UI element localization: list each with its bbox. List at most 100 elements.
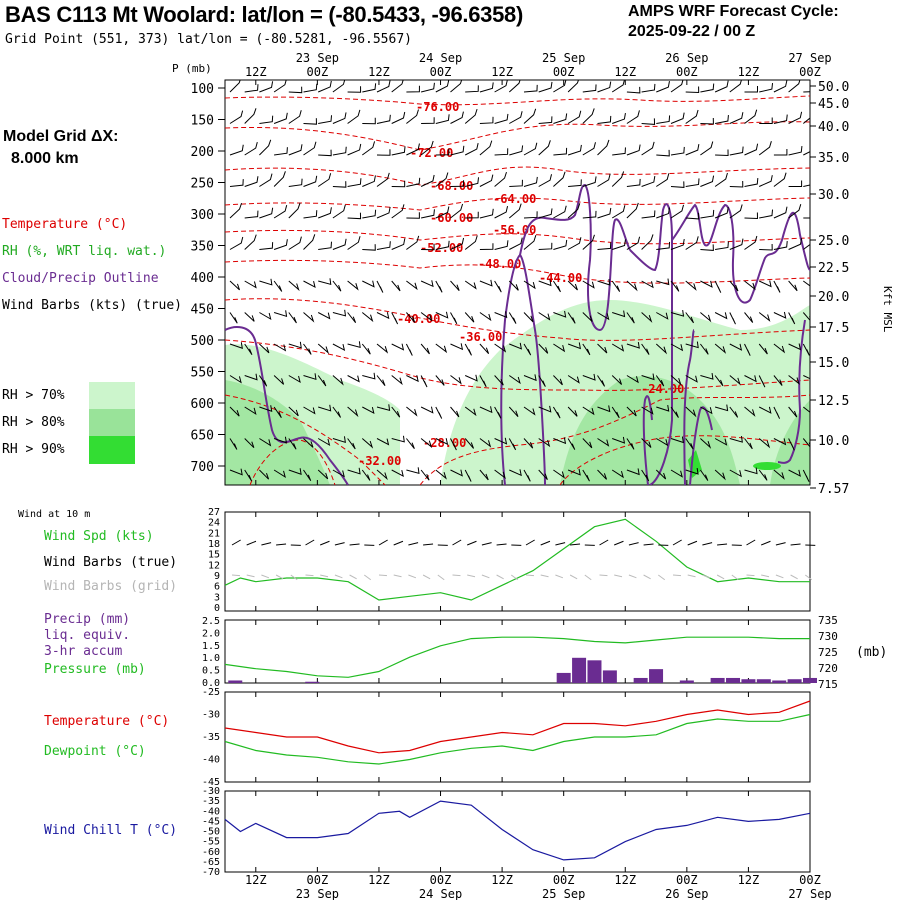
bottom-day-label: 23 Sep [296, 887, 339, 900]
wind-barb [288, 438, 297, 450]
wind-barb [464, 235, 478, 250]
wind-barb [479, 438, 492, 448]
wind-barb-true [393, 540, 404, 546]
wind-barb [229, 144, 244, 156]
wind-barb [699, 469, 709, 481]
contour-label: -32.00 [358, 454, 401, 468]
wind-barb [626, 202, 639, 219]
wind-barb [259, 469, 270, 480]
wind-barb [626, 178, 641, 187]
wind-barb [670, 204, 685, 219]
wind-barb-grid [761, 574, 770, 578]
wind-barb [494, 113, 509, 124]
wind-barb [567, 375, 580, 384]
wind-speed-tick: 3 [214, 592, 220, 603]
wind-barb [597, 207, 612, 219]
wind-barb [758, 343, 768, 355]
wind-barb-grid [481, 574, 490, 579]
wind-barb [420, 140, 434, 156]
wind-barb [347, 406, 359, 418]
wind-barb [582, 142, 596, 156]
precip-tick: 1.5 [202, 641, 220, 652]
wind-barb [670, 280, 680, 292]
wind-barb [435, 280, 443, 293]
wind-barb [229, 468, 243, 476]
wind-barb [288, 375, 301, 384]
wind-barb [391, 343, 405, 351]
wind-barb [538, 140, 551, 156]
wind-barb [273, 310, 288, 318]
wind-barb [347, 86, 362, 93]
bottom-hour-label: 12Z [491, 873, 513, 887]
wind-barb [582, 343, 591, 356]
wind-barb [362, 209, 377, 219]
wind-barb [259, 139, 272, 156]
wind-barb [538, 312, 551, 321]
wind-barb [538, 343, 549, 354]
wind-barb [405, 343, 413, 356]
kft-tick-label: 50.0 [818, 80, 849, 95]
wind-barb [758, 406, 772, 414]
wind-barb [509, 179, 523, 187]
wind-barb [317, 312, 331, 320]
wind-barb [641, 210, 656, 219]
wind-barb [611, 406, 620, 419]
top-day-label: 25 Sep [542, 51, 585, 65]
wind-barb [773, 149, 788, 156]
wind-barb [597, 312, 610, 321]
wind-barb [273, 204, 288, 219]
legend-rh80: RH > 80% [2, 415, 65, 430]
precip-tick: 0.5 [202, 666, 220, 677]
wind-barb [450, 280, 460, 291]
wind-chill-line [224, 800, 811, 861]
wind-barb [714, 375, 724, 387]
wind-barb [347, 312, 357, 324]
wind-barb [803, 280, 810, 287]
precip-bar [572, 657, 587, 683]
wind-barb [715, 114, 729, 124]
wind-barb [406, 375, 419, 383]
kft-tick-label: 7.57 [818, 482, 849, 497]
wind-barb [332, 375, 344, 386]
pressure-axis-title: P (mb) [172, 62, 212, 75]
wind-barb [567, 110, 582, 124]
wind-barb [655, 343, 668, 355]
wind-barb [420, 438, 433, 449]
wind-barb [229, 202, 243, 219]
top-hour-label: 00Z [676, 65, 698, 79]
temp-tick: -45 [202, 777, 220, 788]
wind-barb [523, 343, 532, 356]
wind-barb [494, 375, 504, 386]
wind-barb-true [334, 542, 345, 546]
wind-barb [714, 280, 722, 293]
wind-barb [244, 210, 259, 219]
wind-barb [450, 111, 464, 124]
wind-barb-grid [584, 574, 592, 581]
wind-barb [259, 81, 274, 93]
wind-barb [802, 406, 810, 413]
wind-barb [391, 111, 406, 124]
wind-barb [670, 112, 685, 124]
wind-barb [229, 236, 244, 250]
wind-barb [406, 235, 420, 250]
pressure-tick: 715 [818, 678, 838, 691]
wind-barb [538, 242, 553, 250]
wind-barb [714, 172, 728, 187]
wind-barb [391, 435, 405, 443]
wind-barb [758, 438, 771, 449]
wind-barb [494, 240, 509, 250]
wind-barb [435, 406, 443, 419]
wind-barb [318, 149, 332, 157]
wind-barb-true [555, 542, 566, 546]
wind-barb [685, 178, 700, 187]
wind-barb [656, 241, 671, 250]
precip-bar [556, 672, 571, 683]
wind-barb [259, 173, 273, 187]
pressure-unit-label: (mb) [856, 645, 887, 660]
wind-barb [259, 115, 274, 124]
wind-barb [641, 343, 650, 355]
wind-barb [567, 280, 578, 291]
wind-barb [332, 406, 342, 418]
precip-tick: 2.5 [202, 616, 220, 627]
